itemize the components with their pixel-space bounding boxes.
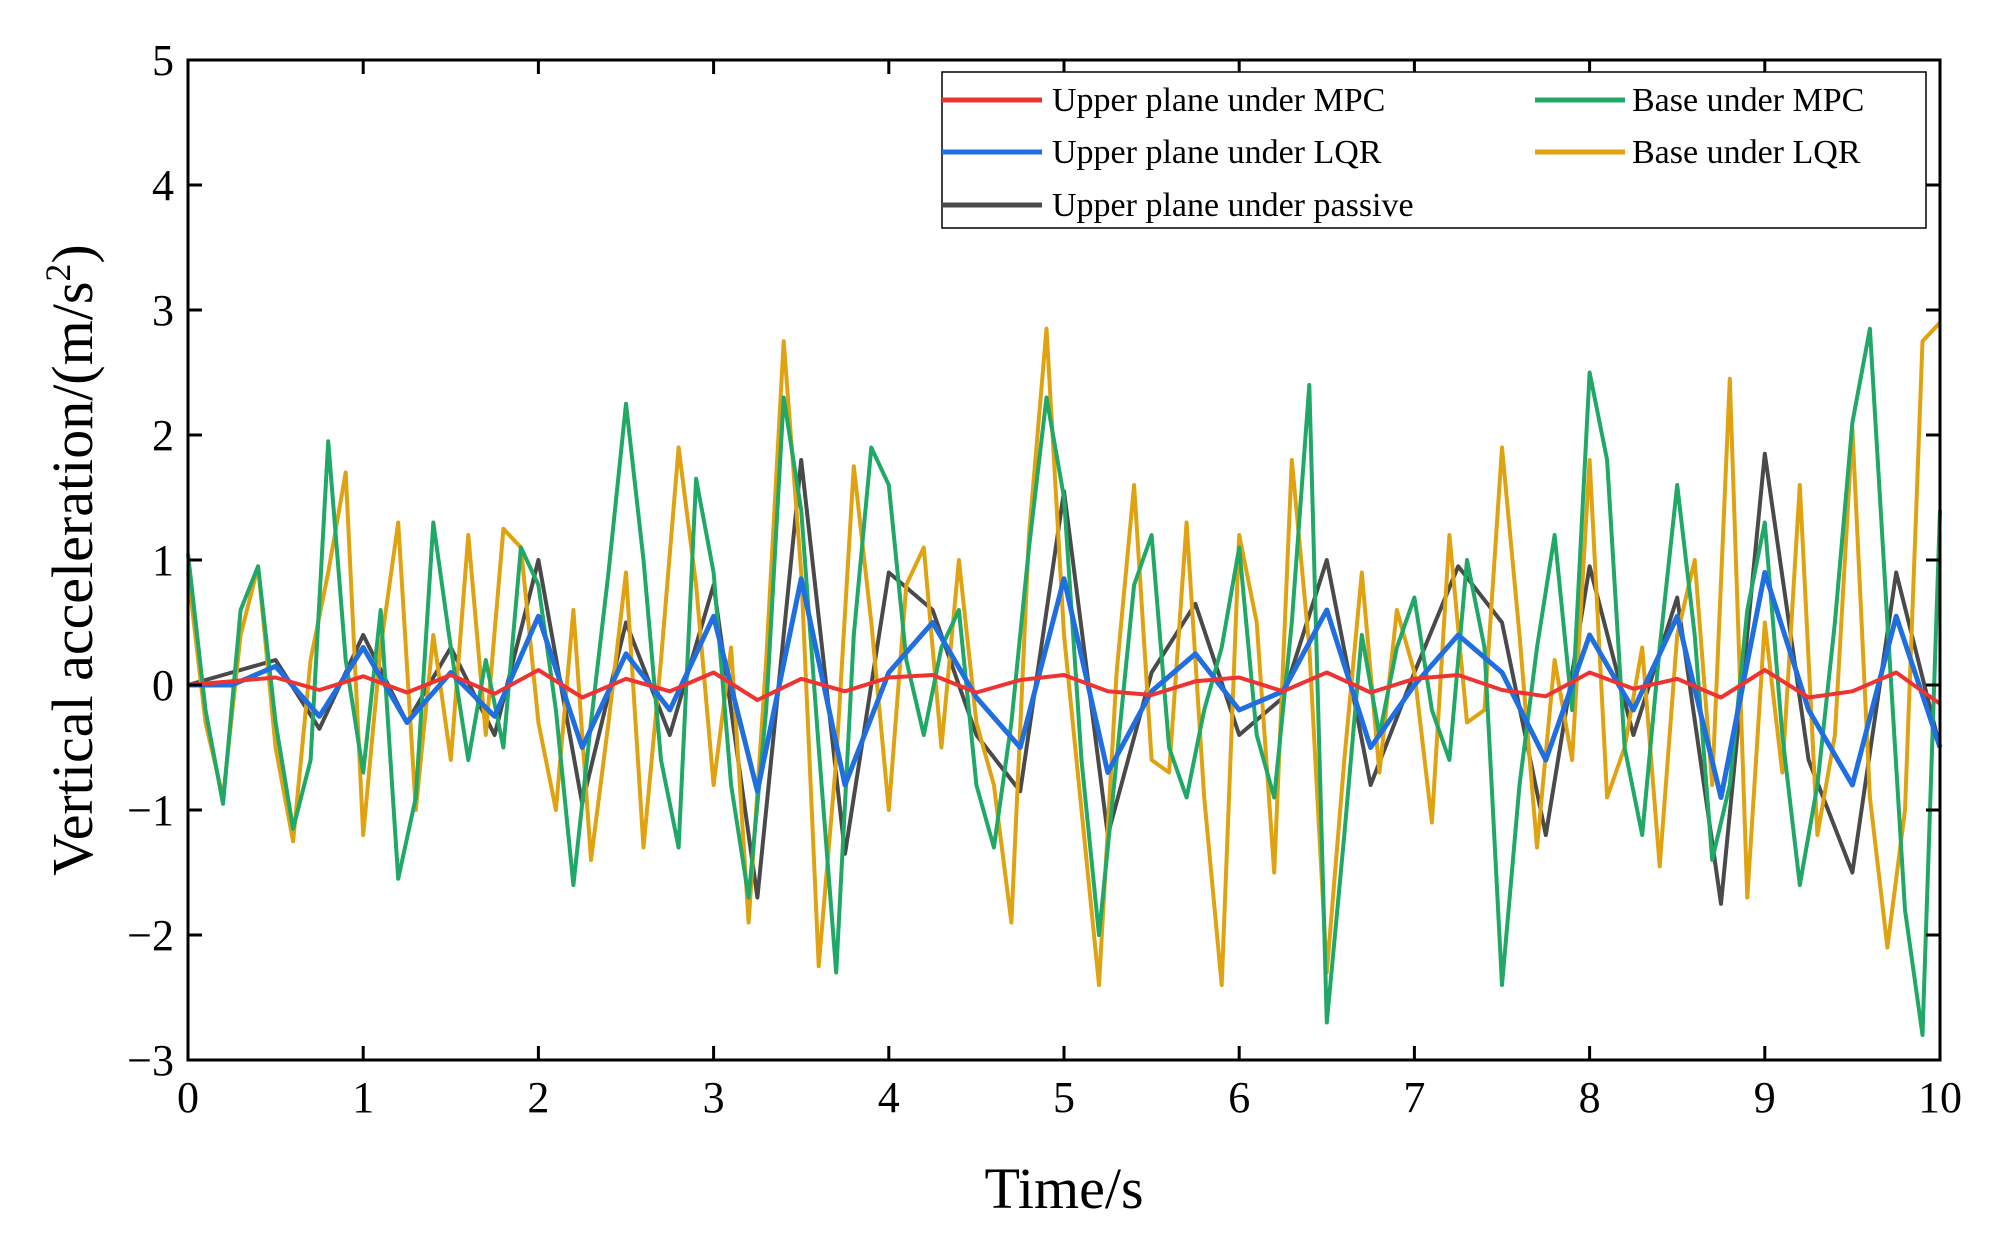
series-line-upper-plane-under-lqr bbox=[188, 570, 1943, 800]
legend-label-base-lqr: Base under LQR bbox=[1632, 134, 1861, 171]
y-tick-label: 4 bbox=[152, 161, 174, 210]
x-tick-label: 9 bbox=[1754, 1073, 1776, 1122]
x-axis-title: Time/s bbox=[984, 1156, 1143, 1221]
y-tick-label: −1 bbox=[127, 786, 174, 835]
y-axis-title-superscript: 2 bbox=[38, 264, 78, 282]
legend-box bbox=[941, 71, 1927, 229]
x-tick-label: 4 bbox=[878, 1073, 900, 1122]
x-tick-label: 0 bbox=[177, 1073, 199, 1122]
y-axis-title-close: ) bbox=[40, 244, 105, 263]
x-tick-label: 2 bbox=[527, 1073, 549, 1122]
y-tick-label: −2 bbox=[127, 911, 174, 960]
legend: Upper plane under MPC Upper plane under … bbox=[941, 71, 1927, 229]
y-tick-label: 1 bbox=[152, 536, 174, 585]
x-tick-label: 7 bbox=[1403, 1073, 1425, 1122]
y-tick-label: 0 bbox=[152, 661, 174, 710]
x-tick-label: 1 bbox=[352, 1073, 374, 1122]
series-line-base-under-lqr bbox=[186, 321, 1942, 987]
y-axis-title-main: Vertical acceleration/(m/s bbox=[40, 282, 105, 876]
legend-label-upper-lqr: Upper plane under LQR bbox=[1052, 134, 1382, 171]
series-line-upper-plane-under-mpc bbox=[187, 668, 1942, 706]
x-tick-label: 10 bbox=[1918, 1073, 1962, 1122]
x-tick-label: 3 bbox=[703, 1073, 725, 1122]
y-tick-label: 2 bbox=[152, 411, 174, 460]
series-layer bbox=[186, 321, 1943, 1037]
series-line-base-under-mpc bbox=[186, 326, 1942, 1037]
legend-label-upper-passive: Upper plane under passive bbox=[1052, 187, 1414, 224]
axes-ticks: 0 1 2 3 4 5 6 7 8 9 10 −3 −2 −1 0 1 2 3 4 5 bbox=[127, 36, 1962, 1122]
legend-label-base-mpc: Base under MPC bbox=[1632, 82, 1864, 119]
x-tick-label: 5 bbox=[1053, 1073, 1075, 1122]
y-tick-label: −3 bbox=[127, 1036, 174, 1085]
legend-label-upper-mpc: Upper plane under MPC bbox=[1052, 82, 1385, 119]
y-axis-title: Vertical acceleration/(m/s2) bbox=[38, 244, 105, 876]
y-tick-label: 5 bbox=[152, 36, 174, 85]
x-tick-label: 8 bbox=[1579, 1073, 1601, 1122]
x-tick-label: 6 bbox=[1228, 1073, 1250, 1122]
y-tick-label: 3 bbox=[152, 286, 174, 335]
